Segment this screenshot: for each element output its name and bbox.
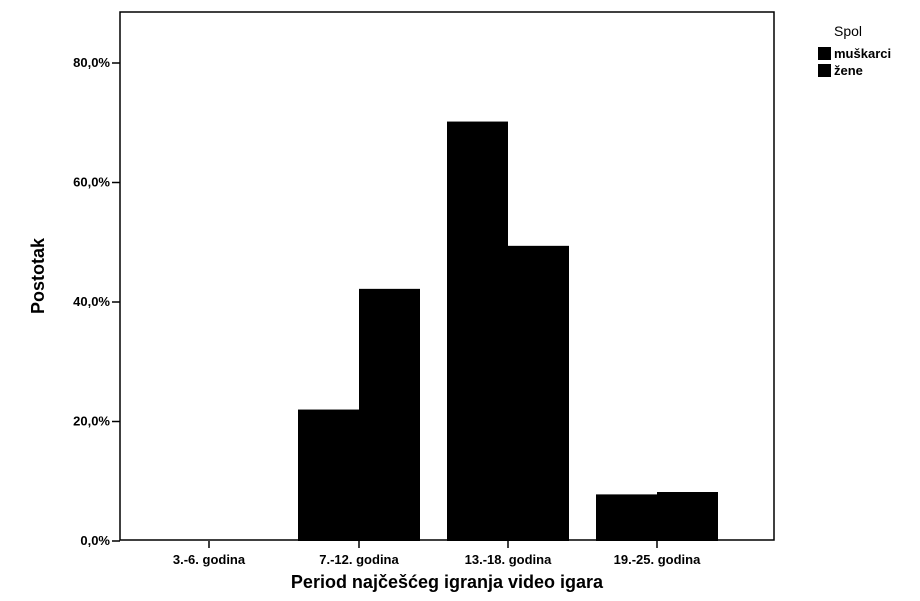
- x-tick-label: 13.-18. godina: [465, 552, 552, 567]
- y-tick-label: 60,0%: [73, 175, 110, 190]
- legend: Spol muškarci žene: [818, 23, 891, 78]
- y-tick-label: 40,0%: [73, 294, 110, 309]
- legend-label-zene: žene: [834, 63, 863, 78]
- bar-muskarci-4: [596, 494, 657, 541]
- x-axis: 3.-6. godina 7.-12. godina 13.-18. godina 1…: [173, 541, 701, 567]
- x-tick-label: 7.-12. godina: [319, 552, 399, 567]
- legend-swatch-muskarci: [818, 47, 831, 60]
- y-axis: 0,0% 20,0% 40,0% 60,0% 80,0%: [73, 55, 120, 548]
- bar-zene-3: [508, 245, 569, 541]
- bar-zene-4: [657, 492, 718, 541]
- y-axis-title: Postotak: [28, 237, 48, 314]
- bars-group: [298, 121, 718, 542]
- bar-muskarci-2: [298, 409, 359, 541]
- legend-swatch-zene: [818, 64, 831, 77]
- legend-label-muskarci: muškarci: [834, 46, 891, 61]
- bar-muskarci-3: [447, 121, 508, 542]
- x-tick-label: 19.-25. godina: [614, 552, 701, 567]
- x-axis-title: Period najčešćeg igranja video igara: [291, 572, 604, 592]
- legend-title: Spol: [834, 23, 862, 39]
- x-tick-label: 3.-6. godina: [173, 552, 246, 567]
- y-tick-label: 20,0%: [73, 414, 110, 429]
- y-tick-label: 80,0%: [73, 55, 110, 70]
- y-tick-label: 0,0%: [80, 533, 110, 548]
- bar-zene-2: [359, 288, 420, 541]
